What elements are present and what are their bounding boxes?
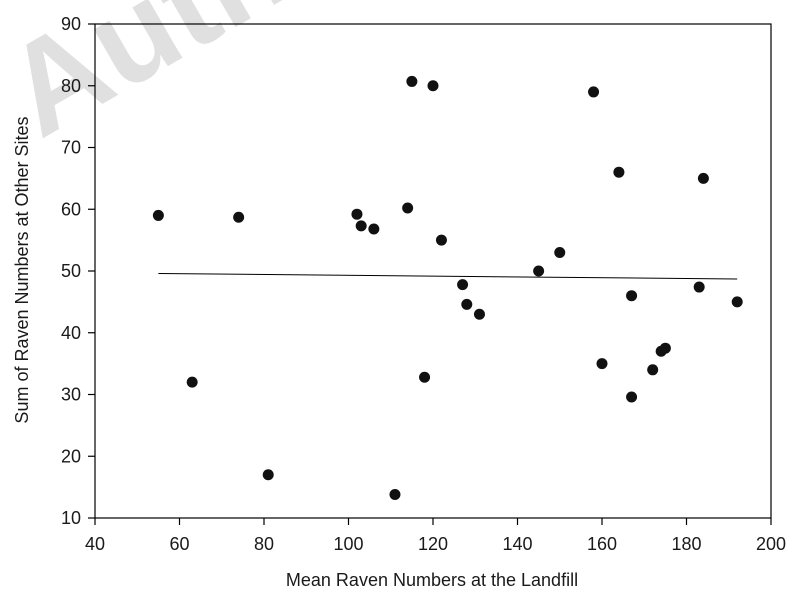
y-tick-label: 10 <box>61 508 81 528</box>
x-tick-label: 100 <box>333 534 363 554</box>
data-point <box>659 342 671 354</box>
data-point <box>697 172 709 184</box>
x-tick-label: 40 <box>85 534 105 554</box>
data-point <box>647 364 659 376</box>
y-tick-label: 30 <box>61 385 81 405</box>
x-tick-label: 160 <box>587 534 617 554</box>
data-point <box>693 281 705 293</box>
data-point <box>457 279 469 291</box>
y-tick-label: 70 <box>61 138 81 158</box>
data-point <box>406 75 418 87</box>
data-point <box>368 223 380 235</box>
data-point <box>427 80 439 92</box>
data-point <box>473 308 485 320</box>
data-point <box>262 469 274 481</box>
x-axis-title: Mean Raven Numbers at the Landfill <box>286 570 578 590</box>
x-tick-label: 140 <box>502 534 532 554</box>
data-point <box>419 371 431 383</box>
data-point <box>533 265 545 277</box>
data-point <box>731 296 743 308</box>
data-point <box>152 209 164 221</box>
x-tick-label: 200 <box>756 534 786 554</box>
data-point <box>233 211 245 223</box>
y-axis-title: Sum of Raven Numbers at Other Sites <box>12 116 32 423</box>
data-point <box>435 234 447 246</box>
data-point <box>596 358 608 370</box>
data-point <box>402 202 414 214</box>
y-tick-label: 50 <box>61 261 81 281</box>
data-point <box>554 246 566 258</box>
y-tick-label: 20 <box>61 446 81 466</box>
x-tick-label: 60 <box>169 534 189 554</box>
x-tick-label: 80 <box>254 534 274 554</box>
y-tick-label: 80 <box>61 76 81 96</box>
data-point <box>626 290 638 302</box>
data-point <box>355 220 367 232</box>
data-point <box>186 376 198 388</box>
data-point <box>626 391 638 403</box>
y-tick-label: 90 <box>61 14 81 34</box>
data-point <box>389 489 401 501</box>
plot-area: 40 60 80 100 120 140 160 180 200 10 20 30 40 50 60 70 80… <box>61 14 786 554</box>
data-point <box>613 166 625 178</box>
plot-frame <box>94 23 772 519</box>
x-tick-label: 120 <box>418 534 448 554</box>
trend-line <box>158 272 738 280</box>
x-tick-label: 180 <box>671 534 701 554</box>
y-tick-label: 40 <box>61 323 81 343</box>
y-tick-label: 60 <box>61 199 81 219</box>
data-point <box>351 208 363 220</box>
data-point <box>461 298 473 310</box>
data-point <box>588 86 600 98</box>
